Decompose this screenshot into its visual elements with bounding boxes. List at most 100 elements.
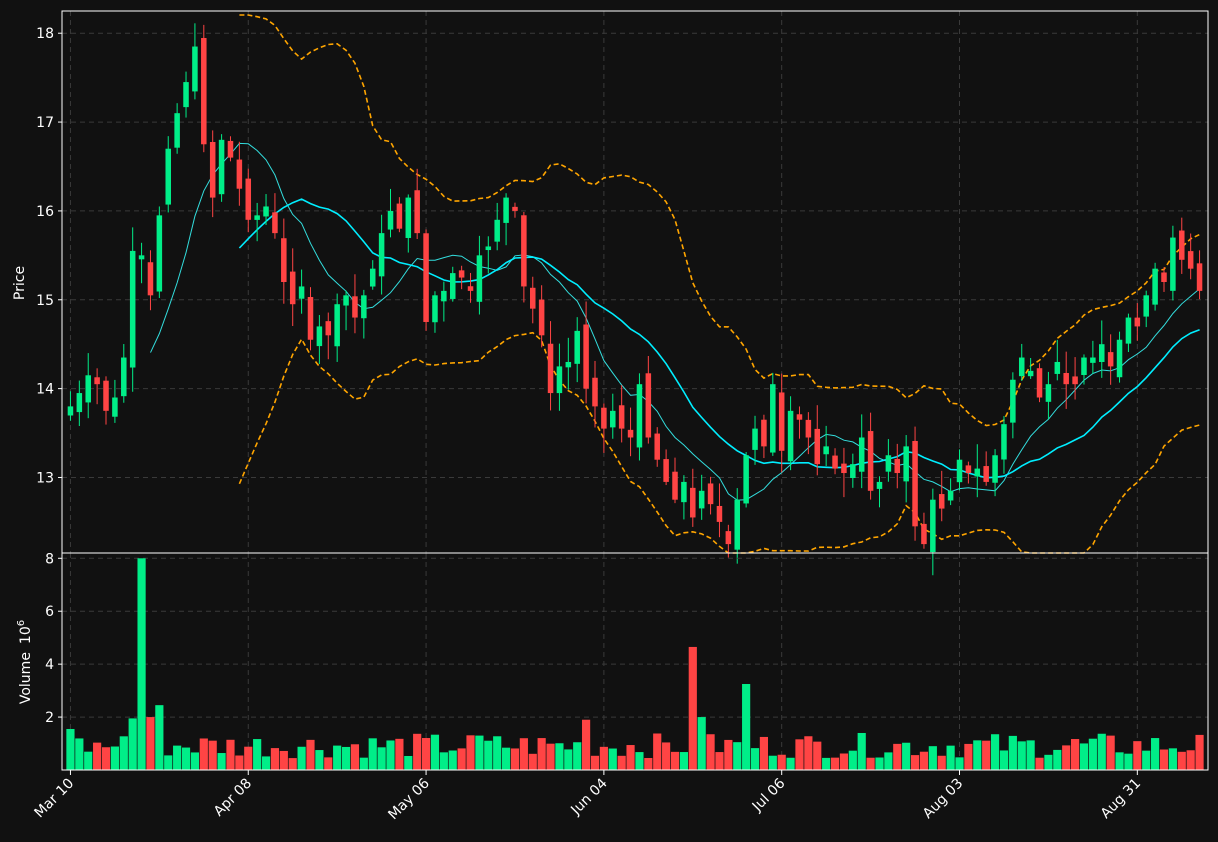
up-candle	[218, 139, 225, 195]
up-candle	[405, 197, 412, 238]
up-candle	[698, 490, 705, 509]
up-candle	[1001, 424, 1007, 460]
price-tick-label: 15	[36, 293, 54, 309]
volume-tick-label: 4	[45, 657, 54, 673]
up-candle	[254, 215, 260, 220]
volume-bar	[706, 734, 715, 770]
price-panel: 13 14 15 16 17 18 Price	[12, 10, 1209, 576]
price-axis-label: Price	[12, 266, 28, 300]
up-candle	[1027, 370, 1034, 377]
volume-bar	[297, 746, 306, 770]
volume-axis-label-exponent: 6	[16, 620, 27, 626]
volume-bar	[635, 752, 644, 770]
fast-moving-average-line	[150, 142, 1200, 501]
volume-bar	[315, 750, 324, 770]
volume-bar	[306, 739, 315, 770]
volume-bar	[670, 751, 680, 770]
volume-bar	[164, 755, 173, 770]
volume-bar	[253, 739, 262, 770]
volume-bar	[1177, 751, 1186, 770]
up-candle	[743, 455, 749, 504]
up-candle	[485, 246, 492, 251]
down-candle	[832, 455, 838, 469]
volume-bar	[217, 753, 226, 770]
volume-bars	[66, 558, 1204, 770]
down-candle	[147, 262, 154, 296]
down-candle	[201, 38, 207, 145]
down-candle	[1036, 368, 1043, 398]
volume-bar	[964, 743, 973, 770]
down-candle	[1179, 230, 1185, 260]
volume-bar	[93, 742, 102, 770]
volume-bar	[866, 757, 875, 770]
volume-bar	[982, 740, 991, 770]
volume-bar	[1026, 740, 1035, 770]
volume-bar	[946, 745, 955, 770]
volume-bar	[537, 738, 546, 770]
lower-band-line	[238, 331, 1200, 554]
down-candle	[396, 203, 403, 229]
down-candle	[458, 270, 465, 278]
price-tick-label: 16	[36, 204, 54, 220]
up-candle	[156, 215, 163, 292]
down-candle	[867, 431, 874, 491]
volume-bar	[1053, 749, 1062, 770]
volume-bar	[750, 748, 760, 770]
down-candle	[805, 419, 812, 438]
up-candle	[503, 197, 509, 223]
up-candle	[298, 286, 305, 299]
volume-bar	[341, 746, 351, 770]
volume-bar	[66, 728, 75, 770]
volume-bar	[261, 756, 271, 770]
volume-bar	[688, 646, 697, 770]
price-moving-averages	[150, 142, 1200, 501]
down-candle	[1161, 272, 1167, 282]
up-candle	[432, 295, 438, 323]
up-candle	[770, 384, 776, 453]
volume-bar	[679, 752, 688, 770]
volume-bar	[955, 757, 964, 770]
up-candle	[494, 219, 500, 242]
volume-bar	[404, 755, 413, 770]
volume-bar	[1097, 733, 1106, 770]
down-candle	[583, 324, 589, 389]
up-candle	[947, 490, 954, 501]
volume-bar	[1133, 741, 1142, 770]
up-candle	[378, 233, 385, 277]
volume-bar	[768, 755, 777, 770]
price-grid	[62, 11, 1208, 553]
volume-bar	[910, 755, 920, 770]
price-tick-label: 13	[36, 470, 54, 486]
volume-bar	[244, 746, 253, 770]
volume-bar	[626, 745, 635, 770]
up-candle	[1170, 237, 1176, 291]
volume-bar	[333, 745, 342, 770]
up-candle	[112, 397, 118, 417]
volume-bar	[813, 741, 822, 770]
down-candle	[654, 433, 660, 460]
down-candle	[965, 465, 972, 474]
volume-bar	[653, 733, 662, 770]
volume-bar	[1142, 750, 1151, 770]
down-candle	[725, 531, 732, 545]
volume-bar	[662, 742, 671, 770]
volume-bar	[173, 745, 182, 770]
volume-bar	[1008, 735, 1017, 770]
up-candle	[174, 113, 180, 148]
volume-bar	[501, 747, 511, 770]
volume-bar	[528, 753, 537, 770]
down-candle	[352, 296, 358, 318]
down-candle	[894, 458, 901, 474]
volume-bar	[795, 739, 804, 770]
up-candle	[138, 255, 145, 260]
volume-bar	[1124, 753, 1133, 770]
volume-bar	[1159, 749, 1169, 770]
volume-bar	[181, 747, 191, 770]
down-candle	[414, 190, 420, 234]
up-candle	[636, 384, 643, 448]
up-candle	[165, 148, 171, 205]
volume-bar	[484, 740, 493, 770]
volume-bar	[75, 738, 84, 770]
down-candle	[690, 487, 696, 518]
